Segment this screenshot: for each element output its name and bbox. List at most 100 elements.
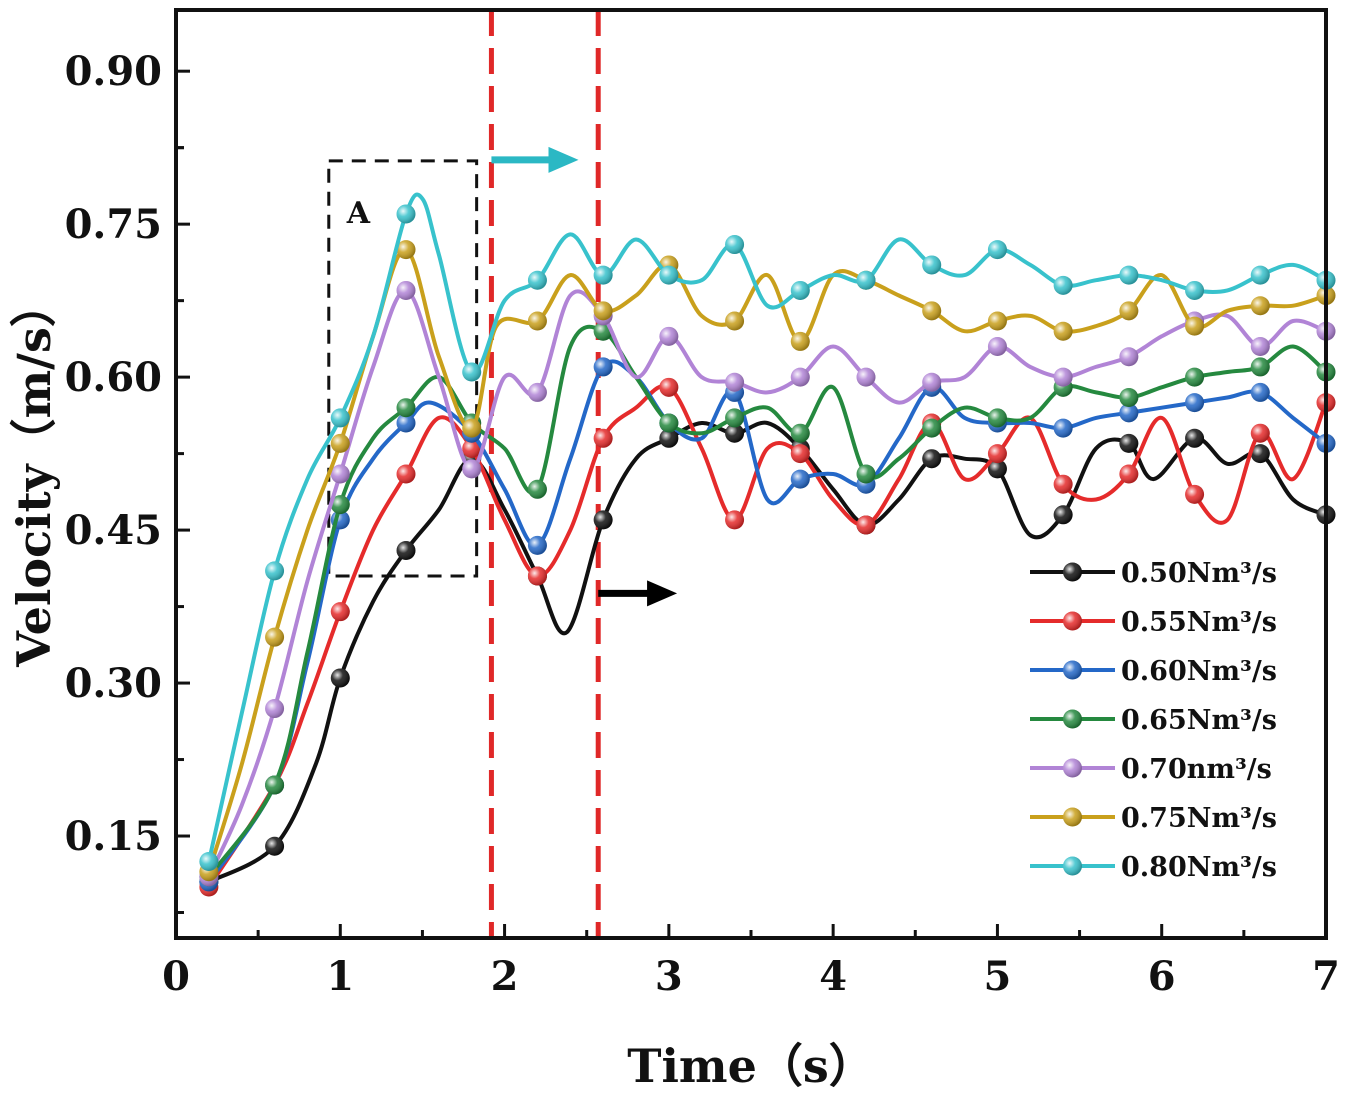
data-point xyxy=(922,418,942,438)
legend-item: 0.75Nm³/s xyxy=(1030,803,1277,834)
legend-item: 0.65Nm³/s xyxy=(1030,705,1277,736)
data-point xyxy=(659,265,679,285)
data-point xyxy=(725,311,745,331)
data-point xyxy=(1250,296,1270,316)
data-point xyxy=(462,459,482,479)
data-point xyxy=(1053,418,1073,438)
data-point-shine xyxy=(1185,484,1205,504)
legend-swatch-marker xyxy=(1063,611,1082,631)
legend-swatch-marker-shine xyxy=(1063,807,1082,827)
data-point-shine xyxy=(462,362,482,382)
data-point-shine xyxy=(856,367,876,387)
x-tick-label: 5 xyxy=(984,953,1012,1000)
data-point-shine xyxy=(790,367,810,387)
data-point-shine xyxy=(790,423,810,443)
data-point xyxy=(1185,428,1205,448)
y-tick-label: 0.75 xyxy=(65,201,162,248)
data-point xyxy=(987,240,1007,260)
data-point-shine xyxy=(1053,505,1073,525)
data-point-shine xyxy=(330,433,350,453)
legend-label: 0.70nm³/s xyxy=(1121,754,1272,785)
legend-swatch-marker-shine xyxy=(1063,758,1082,778)
legend-swatch-marker xyxy=(1063,562,1082,582)
data-point-shine xyxy=(527,270,547,290)
data-point-shine xyxy=(265,699,285,719)
data-point xyxy=(396,204,416,224)
data-point xyxy=(790,444,810,464)
data-point-shine xyxy=(1119,403,1139,423)
legend-label: 0.60Nm³/s xyxy=(1121,656,1277,687)
data-point-shine xyxy=(462,418,482,438)
data-point xyxy=(1185,393,1205,413)
data-point xyxy=(1053,321,1073,341)
data-point-shine xyxy=(790,280,810,300)
series-6 xyxy=(199,192,1336,872)
data-point-shine xyxy=(527,382,547,402)
data-point-shine xyxy=(659,377,679,397)
data-point-shine xyxy=(987,311,1007,331)
data-point-shine xyxy=(1185,428,1205,448)
data-point-shine xyxy=(790,331,810,351)
data-point-shine xyxy=(527,311,547,331)
data-point-shine xyxy=(790,469,810,489)
data-point-shine xyxy=(922,372,942,392)
data-point xyxy=(593,301,613,321)
data-point-shine xyxy=(1250,444,1270,464)
data-point xyxy=(1119,265,1139,285)
x-tick-label: 0 xyxy=(162,953,190,1000)
data-point xyxy=(725,235,745,255)
data-point xyxy=(1250,357,1270,377)
legend-swatch-marker-shine xyxy=(1063,611,1082,631)
data-point-shine xyxy=(1119,388,1139,408)
data-point xyxy=(1250,265,1270,285)
data-point-shine xyxy=(1119,464,1139,484)
data-point-shine xyxy=(330,602,350,622)
legend-label: 0.55Nm³/s xyxy=(1121,607,1277,638)
data-point-shine xyxy=(1250,423,1270,443)
data-point xyxy=(396,413,416,433)
data-point xyxy=(265,775,285,795)
data-point-shine xyxy=(1053,418,1073,438)
data-point xyxy=(527,382,547,402)
data-point-shine xyxy=(1250,296,1270,316)
x-tick-label: 7 xyxy=(1312,953,1340,1000)
data-point xyxy=(527,479,547,499)
data-point-shine xyxy=(1053,474,1073,494)
arrow-layer-black xyxy=(598,580,678,607)
data-point-shine xyxy=(659,428,679,448)
data-point xyxy=(527,270,547,290)
data-point-shine xyxy=(1119,433,1139,453)
y-axis-title: Velocity（m/s） xyxy=(7,281,61,668)
data-point-shine xyxy=(527,479,547,499)
axis-layer: 0 1 2 3 4 5 6 7 0.15 0.30 0.45 0.60 0.75 0.90 xyxy=(65,48,1340,1000)
cyan-arrow xyxy=(491,146,579,173)
data-point xyxy=(1053,275,1073,295)
data-point-shine xyxy=(659,265,679,285)
data-point-shine xyxy=(725,311,745,331)
data-point-shine xyxy=(593,428,613,448)
data-point xyxy=(1119,388,1139,408)
x-tick-label: 6 xyxy=(1148,953,1176,1000)
data-point xyxy=(527,566,547,586)
legend-label: 0.65Nm³/s xyxy=(1121,705,1277,736)
x-tick-label: 1 xyxy=(326,953,354,1000)
data-point-shine xyxy=(1053,321,1073,341)
legend-item: 0.60Nm³/s xyxy=(1030,656,1277,687)
data-point xyxy=(265,836,285,856)
data-point xyxy=(330,464,350,484)
data-point-shine xyxy=(987,444,1007,464)
data-point xyxy=(593,510,613,530)
data-point xyxy=(922,301,942,321)
series-3 xyxy=(199,321,1336,887)
data-point xyxy=(725,423,745,443)
data-point xyxy=(725,372,745,392)
data-point-shine xyxy=(396,464,416,484)
data-point xyxy=(790,423,810,443)
data-point-shine xyxy=(856,270,876,290)
data-point xyxy=(1185,367,1205,387)
data-point xyxy=(856,515,876,535)
data-point xyxy=(856,367,876,387)
data-point-shine xyxy=(1250,337,1270,357)
data-point-shine xyxy=(396,204,416,224)
data-point-shine xyxy=(922,255,942,275)
